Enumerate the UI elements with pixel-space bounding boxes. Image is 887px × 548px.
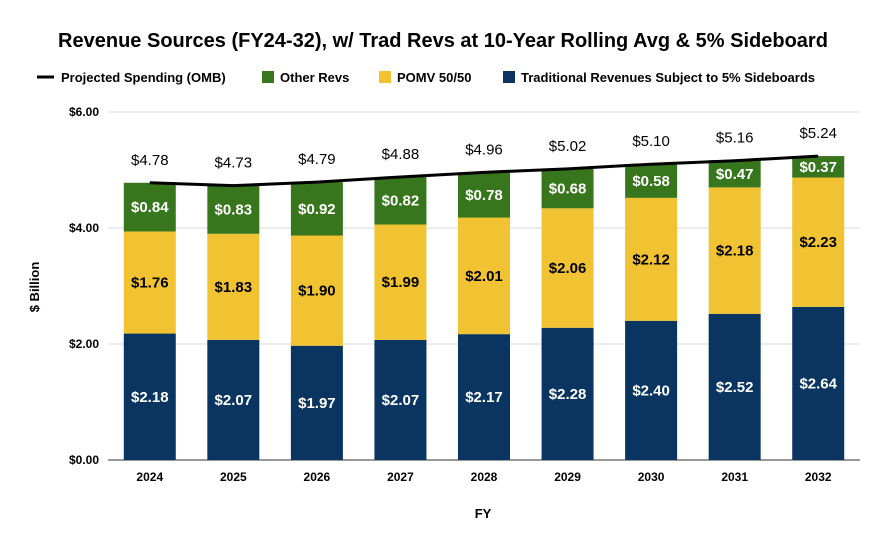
bar-data-label: $0.68 bbox=[549, 181, 587, 198]
bar-segment bbox=[458, 172, 510, 218]
y-tick-label: $4.00 bbox=[69, 221, 99, 235]
bar-segment bbox=[458, 217, 510, 335]
bar-data-label: $2.01 bbox=[465, 268, 503, 285]
bar-segment bbox=[541, 168, 594, 209]
bar-segment bbox=[792, 156, 845, 178]
bar-data-label: $2.18 bbox=[716, 243, 754, 260]
line-data-label: $5.02 bbox=[549, 138, 587, 155]
line-data-label: $5.16 bbox=[716, 130, 754, 147]
bar-data-label: $1.90 bbox=[298, 283, 336, 300]
legend-swatch bbox=[503, 71, 515, 83]
bar-data-label: $0.83 bbox=[215, 202, 253, 219]
bar-segment bbox=[458, 334, 510, 460]
bar-segment bbox=[374, 176, 427, 225]
bar-data-label: $2.40 bbox=[632, 382, 670, 399]
line-data-label: $4.79 bbox=[298, 151, 336, 168]
bar-data-label: $2.07 bbox=[215, 392, 253, 409]
x-tick-label: 2030 bbox=[638, 470, 665, 484]
x-tick-label: 2025 bbox=[220, 470, 247, 484]
bar-segment bbox=[541, 327, 594, 460]
line-data-label: $4.96 bbox=[465, 141, 503, 158]
bar-segment bbox=[207, 233, 260, 340]
y-tick-label: $6.00 bbox=[69, 105, 99, 119]
spending-line-path bbox=[149, 154, 819, 188]
bar-data-label: $2.64 bbox=[799, 375, 837, 392]
legend-item-label: Projected Spending (OMB) bbox=[61, 70, 226, 85]
bar-data-label: $2.28 bbox=[549, 386, 587, 403]
bar-data-label: $0.82 bbox=[382, 193, 420, 210]
bar-segment bbox=[708, 160, 761, 188]
bar-data-label: $0.58 bbox=[632, 173, 670, 190]
bar-data-label: $0.47 bbox=[716, 166, 754, 183]
x-tick-label: 2029 bbox=[554, 470, 581, 484]
bar-segment bbox=[792, 306, 845, 460]
bar-data-label: $2.12 bbox=[632, 251, 670, 268]
x-tick-label: 2032 bbox=[805, 470, 832, 484]
bar-segment bbox=[625, 197, 678, 321]
line-data-label: $5.24 bbox=[799, 125, 837, 142]
bar-segment bbox=[123, 182, 176, 232]
bar-data-label: $2.07 bbox=[382, 392, 420, 409]
bar-segment bbox=[374, 339, 427, 460]
x-tick-label: 2031 bbox=[721, 470, 748, 484]
line-data-label: $4.73 bbox=[215, 155, 253, 172]
bar-data-label: $0.78 bbox=[465, 187, 503, 204]
x-tick-label: 2028 bbox=[471, 470, 498, 484]
y-tick-label: $0.00 bbox=[69, 453, 99, 467]
legend-swatch bbox=[262, 71, 274, 83]
bar-segment bbox=[374, 224, 427, 340]
y-axis-ticks: $0.00 $2.00 $4.00 $6.00 bbox=[69, 105, 99, 467]
bar-segment bbox=[290, 235, 343, 346]
bar-segment bbox=[207, 185, 260, 234]
line-data-label: $4.88 bbox=[382, 146, 420, 163]
bar-data-label: $1.99 bbox=[382, 274, 420, 291]
chart-legend: Projected Spending (OMB) Other Revs POMV 5… bbox=[37, 70, 815, 85]
x-axis-ticks: 2024 2025 2026 2027 2028 2029 2030 2031 2032 bbox=[136, 470, 831, 484]
bar-segment bbox=[290, 345, 343, 460]
bar-data-label: $0.84 bbox=[131, 199, 169, 216]
legend-swatch bbox=[379, 71, 391, 83]
bar-segment bbox=[625, 164, 678, 198]
bar-segment bbox=[123, 333, 176, 460]
bar-data-label: $1.76 bbox=[131, 275, 169, 292]
y-axis-title: $ Billion bbox=[27, 262, 42, 313]
bar-data-label: $2.18 bbox=[131, 389, 169, 406]
line-data-label: $4.78 bbox=[131, 152, 169, 169]
x-tick-label: 2024 bbox=[136, 470, 163, 484]
x-tick-label: 2026 bbox=[304, 470, 331, 484]
bar-data-label: $2.52 bbox=[716, 379, 754, 396]
bar-segment bbox=[207, 339, 260, 460]
stacked-bars: $2.18 $1.76 $0.84 $2.07 $1.83 $0.83 $1.97 $1.90… bbox=[123, 156, 845, 460]
bar-data-label: $1.83 bbox=[215, 279, 253, 296]
bar-data-label: $0.92 bbox=[298, 201, 336, 218]
bar-data-label: $2.23 bbox=[799, 234, 837, 251]
y-tick-label: $2.00 bbox=[69, 337, 99, 351]
bar-segment bbox=[625, 320, 678, 460]
bar-segment bbox=[541, 208, 594, 328]
bar-data-label: $0.37 bbox=[799, 159, 837, 176]
bar-segment bbox=[290, 182, 343, 236]
legend-item-label: Traditional Revenues Subject to 5% Sideb… bbox=[521, 70, 815, 85]
projected-spending-line: $4.78 $4.73 $4.79 $4.88 $4.96 $5.02 $5.10 $5.16… bbox=[131, 125, 837, 188]
bar-data-label: $1.97 bbox=[298, 395, 336, 412]
chart-title: Revenue Sources (FY24-32), w/ Trad Revs … bbox=[58, 30, 828, 52]
bar-segment bbox=[792, 177, 845, 307]
bar-segment bbox=[708, 187, 761, 314]
x-tick-label: 2027 bbox=[387, 470, 414, 484]
bar-data-label: $2.17 bbox=[465, 389, 503, 406]
line-data-label: $5.10 bbox=[632, 133, 670, 150]
x-axis-title: FY bbox=[475, 506, 492, 521]
bar-segment bbox=[123, 231, 176, 334]
legend-item-label: POMV 50/50 bbox=[397, 70, 471, 85]
legend-item-label: Other Revs bbox=[280, 70, 349, 85]
bar-segment bbox=[708, 313, 761, 460]
bar-data-label: $2.06 bbox=[549, 260, 587, 277]
